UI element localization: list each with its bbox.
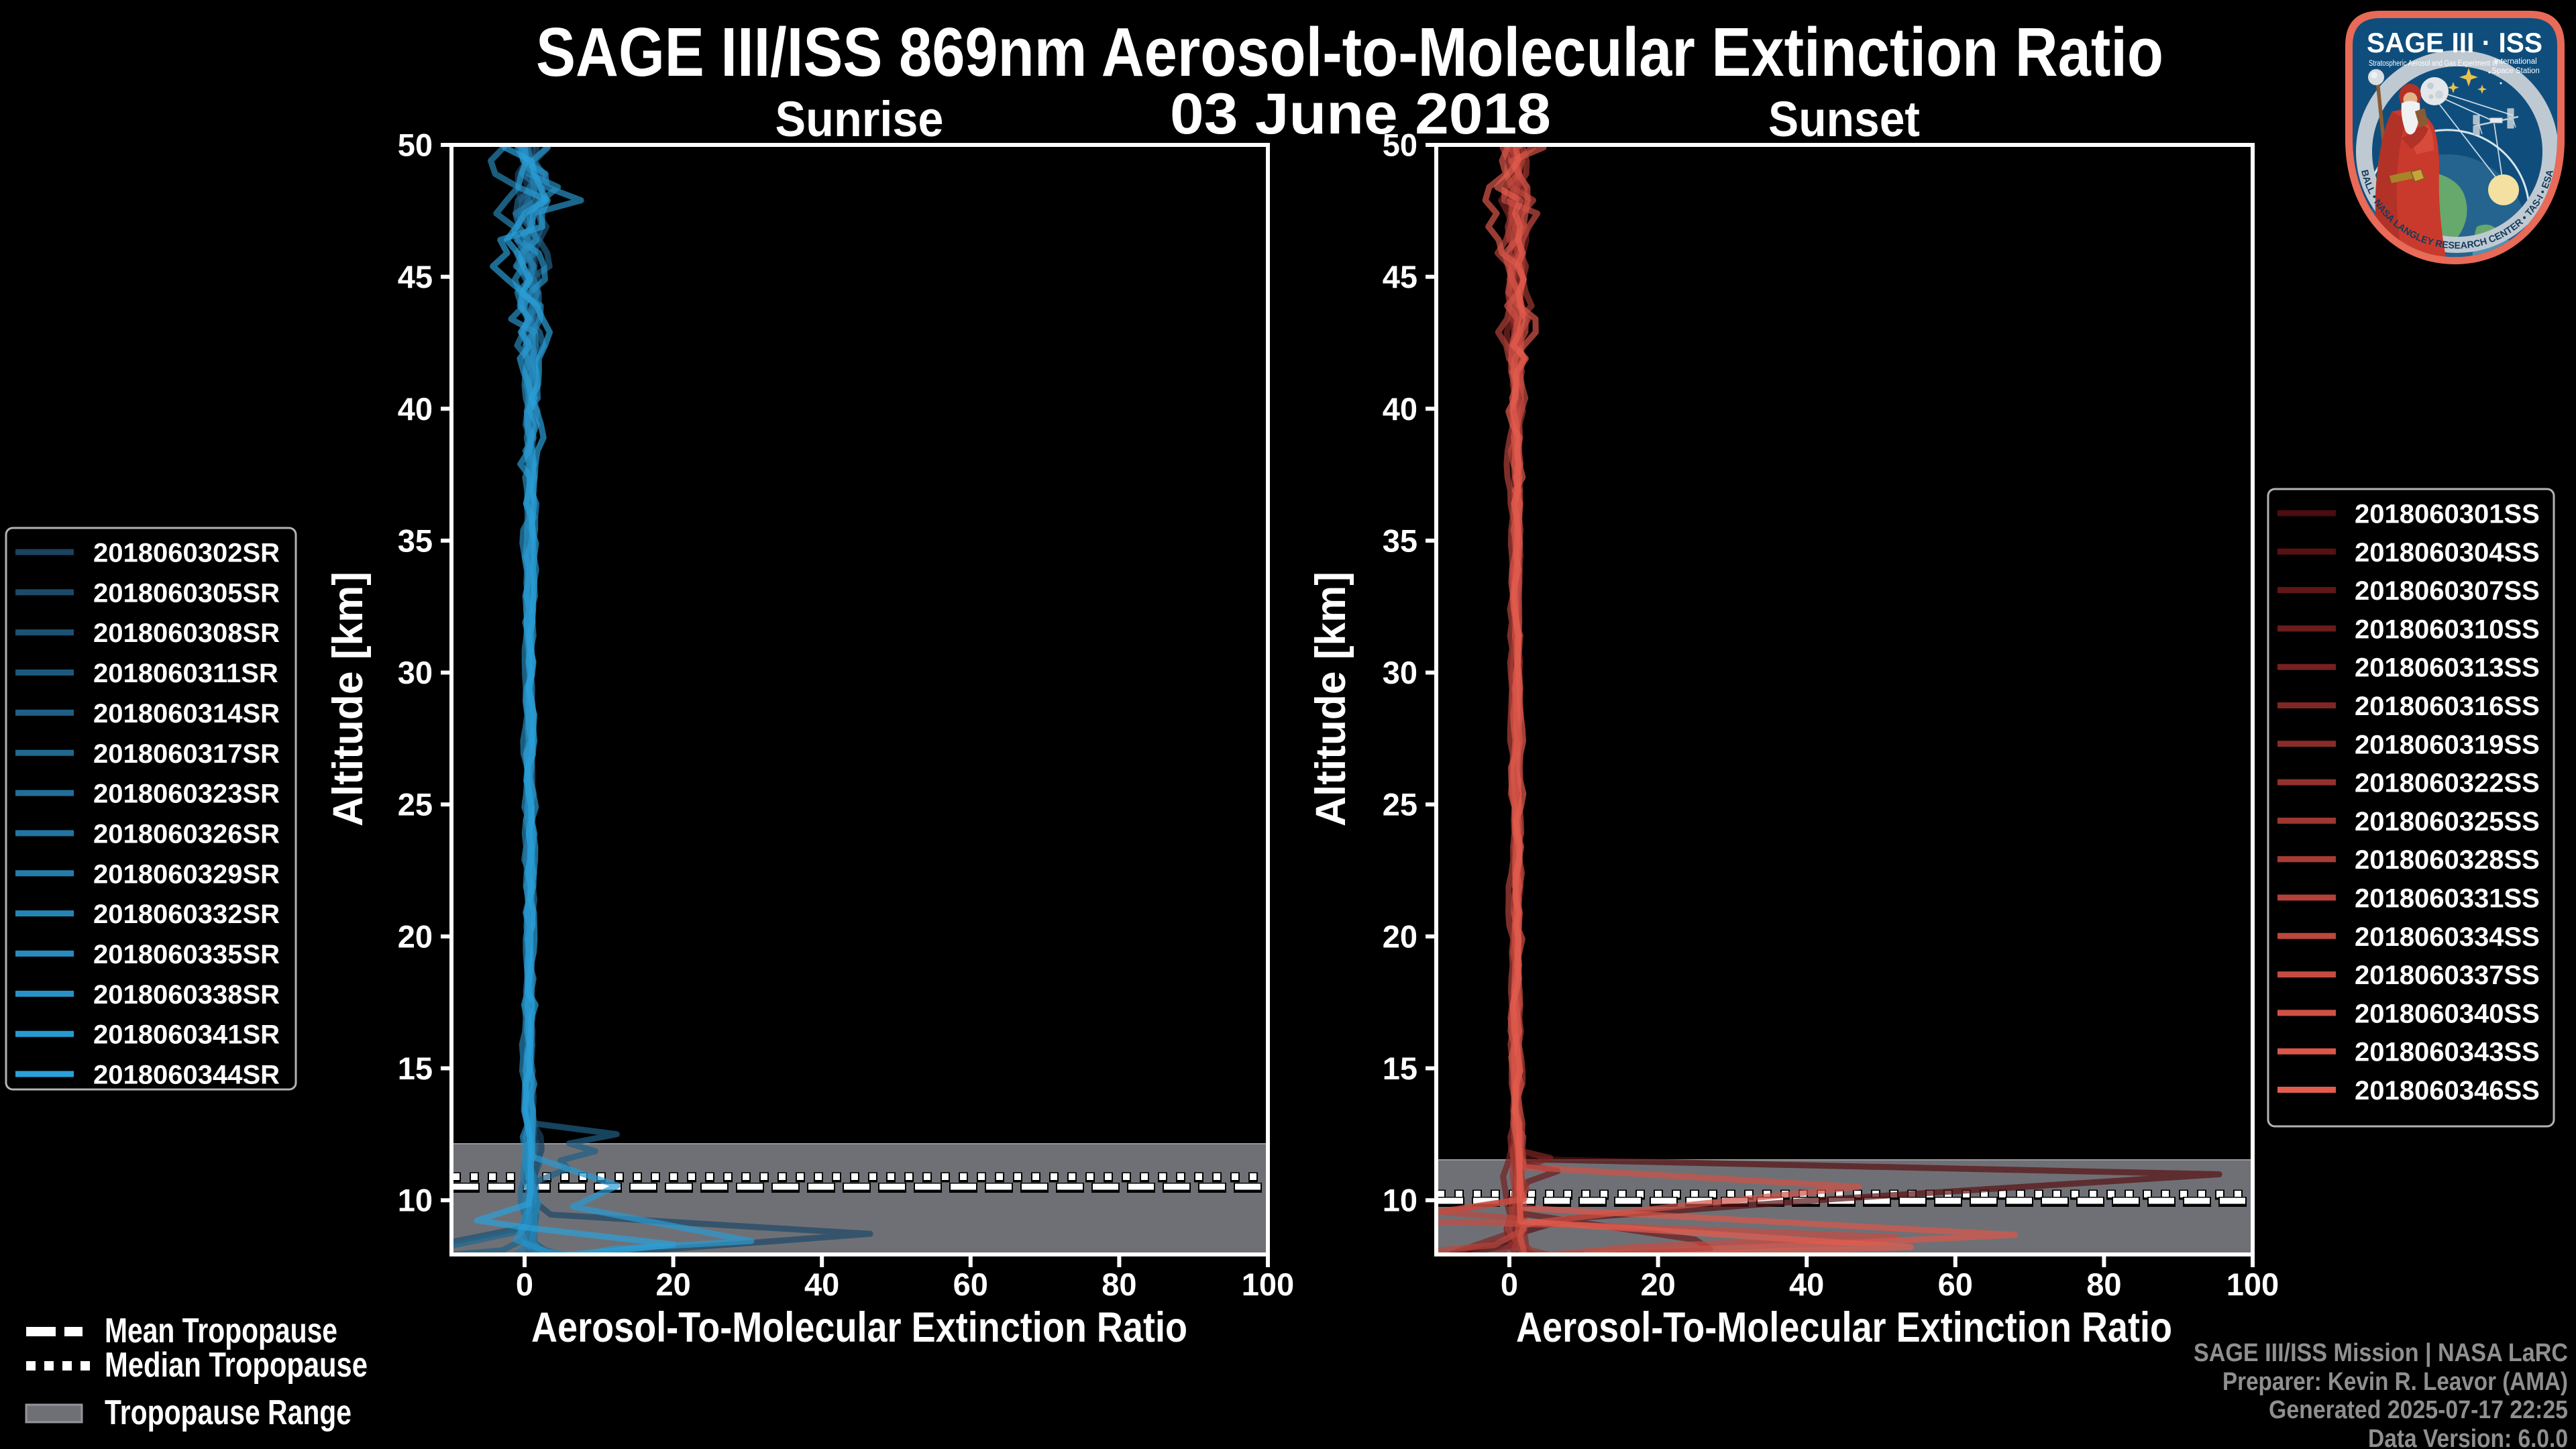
svg-text:2018060322SS: 2018060322SS <box>2355 769 2540 798</box>
svg-text:03 June 2018: 03 June 2018 <box>1170 82 1551 146</box>
svg-text:Tropopause Range: Tropopause Range <box>105 1393 352 1432</box>
svg-text:50: 50 <box>398 127 433 163</box>
svg-text:15: 15 <box>1383 1051 1417 1086</box>
svg-text:45: 45 <box>398 259 433 294</box>
svg-text:2018060313SS: 2018060313SS <box>2355 653 2540 683</box>
svg-text:Altitude [km]: Altitude [km] <box>1307 572 1354 826</box>
svg-text:30: 30 <box>398 655 433 690</box>
svg-text:SAGE III/ISS Mission | NASA La: SAGE III/ISS Mission | NASA LaRC <box>2194 1339 2568 1367</box>
svg-text:2018060340SS: 2018060340SS <box>2355 999 2540 1028</box>
svg-text:Sunrise: Sunrise <box>775 91 944 147</box>
svg-text:2018060311SR: 2018060311SR <box>93 659 278 688</box>
svg-text:2018060335SR: 2018060335SR <box>93 940 280 969</box>
svg-text:2018060308SR: 2018060308SR <box>93 619 280 648</box>
svg-text:2018060346SS: 2018060346SS <box>2355 1076 2540 1106</box>
svg-text:30: 30 <box>1383 655 1417 690</box>
svg-text:15: 15 <box>398 1051 433 1086</box>
svg-text:20: 20 <box>398 918 433 954</box>
svg-text:25: 25 <box>398 787 433 822</box>
svg-text:45: 45 <box>1383 259 1417 294</box>
svg-text:2018060332SR: 2018060332SR <box>93 900 280 929</box>
svg-text:40: 40 <box>804 1267 839 1302</box>
svg-text:50: 50 <box>1383 127 1417 163</box>
svg-text:2018060344SR: 2018060344SR <box>93 1061 280 1090</box>
svg-text:40: 40 <box>398 391 433 427</box>
svg-text:2018060301SS: 2018060301SS <box>2355 500 2540 529</box>
svg-text:25: 25 <box>1383 787 1417 822</box>
svg-text:20: 20 <box>655 1267 690 1302</box>
svg-text:Preparer: Kevin R. Leavor (AMA: Preparer: Kevin R. Leavor (AMA) <box>2222 1368 2568 1396</box>
svg-text:60: 60 <box>953 1267 988 1302</box>
svg-text:SAGE III · ISS: SAGE III · ISS <box>2367 27 2542 58</box>
svg-text:0: 0 <box>516 1267 533 1302</box>
svg-text:20: 20 <box>1383 918 1417 954</box>
svg-text:2018060319SS: 2018060319SS <box>2355 730 2540 759</box>
svg-text:Aerosol-To-Molecular Extinctio: Aerosol-To-Molecular Extinction Ratio <box>1516 1304 2172 1351</box>
svg-text:10: 10 <box>398 1183 433 1218</box>
svg-text:Mean Tropopause: Mean Tropopause <box>105 1311 337 1350</box>
svg-text:2018060337SS: 2018060337SS <box>2355 961 2540 990</box>
svg-text:2018060343SS: 2018060343SS <box>2355 1038 2540 1067</box>
svg-text:Altitude [km]: Altitude [km] <box>325 572 372 826</box>
svg-text:2018060341SR: 2018060341SR <box>93 1020 280 1050</box>
svg-text:2018060316SS: 2018060316SS <box>2355 692 2540 721</box>
svg-text:20: 20 <box>1640 1267 1675 1302</box>
svg-text:Space Station: Space Station <box>2491 67 2540 75</box>
svg-text:2018060317SR: 2018060317SR <box>93 739 280 769</box>
svg-text:2018060334SS: 2018060334SS <box>2355 922 2540 952</box>
svg-text:Stratospheric Aerosol and Gas: Stratospheric Aerosol and Gas Experiment… <box>2369 60 2498 68</box>
svg-text:2018060302SR: 2018060302SR <box>93 539 280 568</box>
svg-text:80: 80 <box>2086 1267 2121 1302</box>
svg-text:35: 35 <box>1383 523 1417 558</box>
svg-text:100: 100 <box>2226 1267 2279 1302</box>
svg-text:Generated 2025-07-17 22:25: Generated 2025-07-17 22:25 <box>2269 1396 2568 1424</box>
svg-text:Sunset: Sunset <box>1768 91 1920 147</box>
svg-text:2018060331SS: 2018060331SS <box>2355 884 2540 914</box>
svg-text:Median Tropopause: Median Tropopause <box>105 1346 368 1385</box>
svg-text:2018060338SR: 2018060338SR <box>93 980 280 1010</box>
svg-text:2018060314SR: 2018060314SR <box>93 699 280 729</box>
svg-text:35: 35 <box>398 523 433 558</box>
svg-text:2018060305SR: 2018060305SR <box>93 578 280 608</box>
svg-text:SAGE III/ISS 869nm Aerosol-to-: SAGE III/ISS 869nm Aerosol-to-Molecular … <box>536 13 2163 91</box>
svg-text:International: International <box>2494 58 2536 66</box>
svg-text:Aerosol-To-Molecular Extinctio: Aerosol-To-Molecular Extinction Ratio <box>531 1304 1187 1351</box>
svg-text:2018060329SR: 2018060329SR <box>93 859 280 889</box>
svg-text:0: 0 <box>1501 1267 1518 1302</box>
svg-text:40: 40 <box>1789 1267 1824 1302</box>
svg-text:2018060328SS: 2018060328SS <box>2355 845 2540 875</box>
svg-text:2018060304SS: 2018060304SS <box>2355 538 2540 568</box>
svg-text:60: 60 <box>1938 1267 1973 1302</box>
svg-text:2018060325SS: 2018060325SS <box>2355 807 2540 837</box>
svg-text:2018060326SR: 2018060326SR <box>93 819 280 849</box>
svg-text:100: 100 <box>1242 1267 1294 1302</box>
svg-text:40: 40 <box>1383 391 1417 427</box>
svg-text:Data Version: 6.0.0: Data Version: 6.0.0 <box>2368 1425 2568 1449</box>
svg-text:2018060323SR: 2018060323SR <box>93 780 280 809</box>
svg-text:2018060310SS: 2018060310SS <box>2355 614 2540 644</box>
svg-text:2018060307SS: 2018060307SS <box>2355 576 2540 606</box>
svg-text:10: 10 <box>1383 1183 1417 1218</box>
svg-text:80: 80 <box>1102 1267 1136 1302</box>
